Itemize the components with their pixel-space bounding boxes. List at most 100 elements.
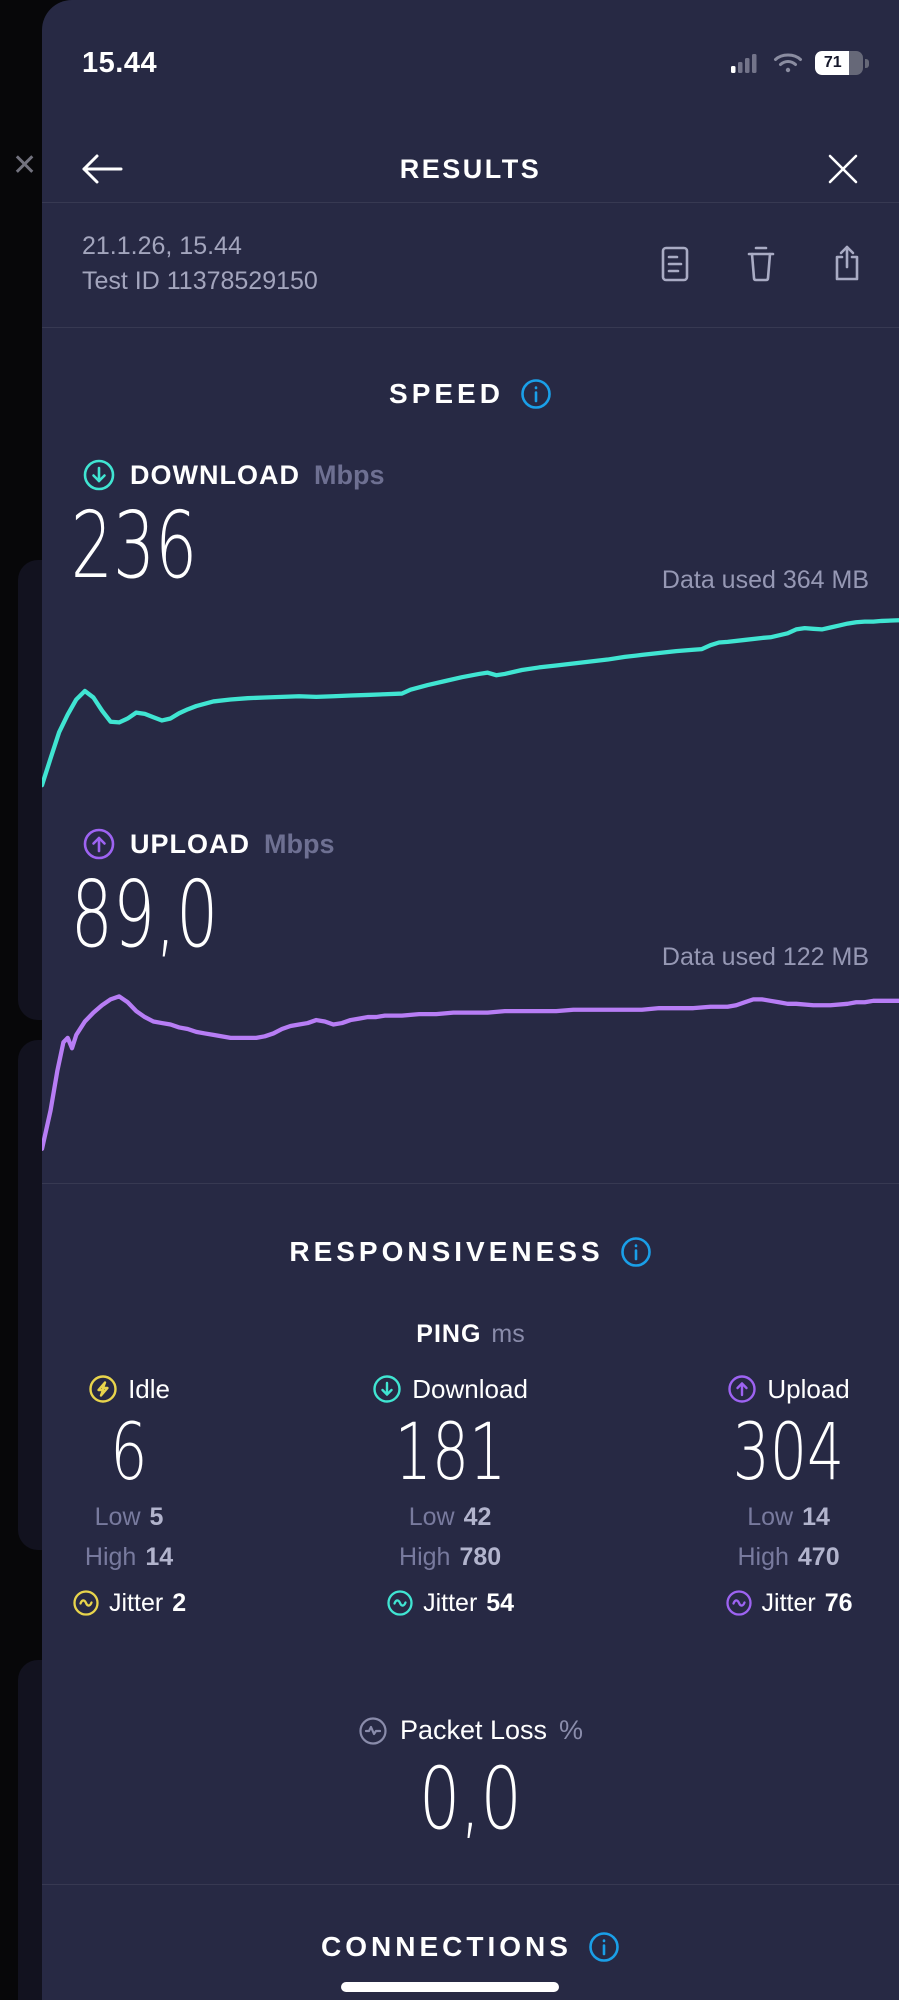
share-icon	[831, 245, 863, 283]
info-circle-icon	[520, 378, 552, 410]
result-details-button[interactable]	[653, 242, 697, 286]
upload-chart-block: Data used 122 MB	[42, 943, 899, 1157]
responsiveness-title: RESPONSIVENESS	[289, 1236, 604, 1267]
ping-upload-label: Upload	[767, 1373, 850, 1404]
download-unit: Mbps	[313, 459, 385, 490]
upload-result-value: 89,0	[70, 861, 219, 968]
upload-data-used: Data used 122 MB	[661, 943, 869, 971]
share-result-button[interactable]	[825, 242, 869, 286]
ping-column-upload: Upload 304 Low 14 High 470 Jitter 76	[714, 1371, 863, 1621]
battery-icon: 71	[815, 51, 869, 75]
arrow-up-circle-icon	[727, 1374, 757, 1404]
divider	[42, 327, 899, 328]
low-label: Low	[94, 1502, 141, 1531]
download-result-value: 236	[70, 492, 198, 599]
test-date-time: 21.1.26, 15.44	[82, 232, 242, 260]
result-details-icon	[659, 245, 691, 283]
wave-circle-icon	[725, 1589, 753, 1617]
delete-result-button[interactable]	[739, 242, 783, 286]
underlay-panel	[18, 1660, 42, 2000]
home-indicator[interactable]	[341, 1982, 559, 1992]
ping-label: PING	[416, 1320, 482, 1348]
speed-title: SPEED	[389, 378, 504, 409]
jitter-label: Jitter	[423, 1588, 478, 1617]
trash-icon	[744, 245, 778, 283]
underlay-panel	[18, 560, 42, 1020]
high-value: 780	[459, 1542, 502, 1571]
upload-unit: Mbps	[264, 828, 335, 859]
download-chart	[42, 618, 899, 788]
bolt-circle-icon	[88, 1374, 118, 1404]
high-label: High	[737, 1542, 789, 1571]
speed-info-button[interactable]	[520, 378, 552, 410]
high-value: 470	[797, 1542, 840, 1571]
wave-circle-icon	[386, 1589, 414, 1617]
divider	[42, 1183, 899, 1184]
packet-loss-label: Packet Loss	[399, 1715, 548, 1745]
ping-idle-value: 6	[110, 1408, 148, 1498]
wave-circle-icon	[72, 1589, 100, 1617]
ping-column-download: Download 181 Low 42 High 780 Jitter 54	[372, 1371, 528, 1621]
connections-section-heading: CONNECTIONS	[42, 1931, 899, 1963]
test-info-row: 21.1.26, 15.44 Test ID 11378529150	[42, 203, 899, 327]
arrow-left-icon	[80, 152, 124, 186]
packet-loss-value: 0,0	[419, 1749, 522, 1849]
jitter-label: Jitter	[109, 1588, 164, 1617]
packet-loss-block: Packet Loss % 0,0	[42, 1715, 899, 1844]
upload-label: UPLOAD	[130, 828, 250, 859]
ping-download-value: 181	[394, 1408, 506, 1498]
header: RESULTS	[42, 136, 899, 202]
battery-cap	[865, 58, 869, 68]
ping-download-label: Download	[412, 1373, 528, 1404]
ping-header: PING ms	[42, 1320, 899, 1349]
jitter-value: 54	[486, 1588, 515, 1617]
background-underlay: ✕	[0, 0, 42, 2000]
responsiveness-info-button[interactable]	[620, 1236, 652, 1268]
arrow-down-circle-icon	[82, 458, 116, 492]
status-time: 15.44	[82, 46, 158, 79]
close-button[interactable]	[819, 145, 867, 193]
arrow-down-circle-icon	[372, 1374, 402, 1404]
divider	[42, 202, 899, 203]
page-title: RESULTS	[399, 153, 542, 184]
jitter-label: Jitter	[761, 1588, 816, 1617]
battery-percent: 71	[823, 54, 842, 71]
info-circle-icon	[588, 1931, 620, 1963]
underlay-close-icon: ✕	[12, 149, 38, 182]
back-button[interactable]	[78, 145, 126, 193]
close-x-icon	[827, 153, 859, 185]
ping-unit: ms	[491, 1320, 525, 1348]
download-metric-header: DOWNLOAD Mbps	[42, 458, 899, 492]
cellular-signal-icon	[731, 52, 761, 74]
divider	[42, 1884, 899, 1885]
ping-column-idle: Idle 6 Low 5 High 14 Jitter 2	[72, 1371, 186, 1621]
packet-loss-unit: %	[559, 1715, 584, 1745]
results-card: 15.44 71	[42, 0, 899, 2000]
high-label: High	[84, 1542, 137, 1571]
status-bar: 15.44 71	[42, 0, 899, 80]
jitter-value: 76	[824, 1588, 853, 1617]
connections-title: CONNECTIONS	[321, 1931, 572, 1962]
responsiveness-section-heading: RESPONSIVENESS	[42, 1236, 899, 1268]
download-chart-block: Data used 364 MB	[42, 566, 899, 793]
upload-metric-header: UPLOAD Mbps	[42, 827, 899, 861]
jitter-value: 2	[172, 1588, 187, 1617]
pulse-circle-icon	[358, 1716, 388, 1746]
upload-chart	[42, 994, 899, 1152]
ping-upload-value: 304	[732, 1408, 845, 1498]
speed-section-heading: SPEED	[42, 378, 899, 410]
arrow-up-circle-icon	[82, 827, 116, 861]
battery-fill	[815, 51, 850, 75]
low-label: Low	[747, 1502, 794, 1531]
test-id: Test ID 11378529150	[82, 267, 318, 295]
high-value: 14	[145, 1542, 174, 1571]
download-label: DOWNLOAD	[130, 459, 300, 490]
low-value: 42	[463, 1502, 492, 1531]
low-value: 14	[802, 1502, 830, 1531]
low-label: Low	[408, 1502, 455, 1531]
download-data-used: Data used 364 MB	[661, 566, 869, 594]
underlay-panel	[18, 1040, 42, 1550]
connections-info-button[interactable]	[588, 1931, 620, 1963]
ping-grid: Idle 6 Low 5 High 14 Jitter 2	[42, 1371, 899, 1621]
high-label: High	[399, 1542, 451, 1571]
